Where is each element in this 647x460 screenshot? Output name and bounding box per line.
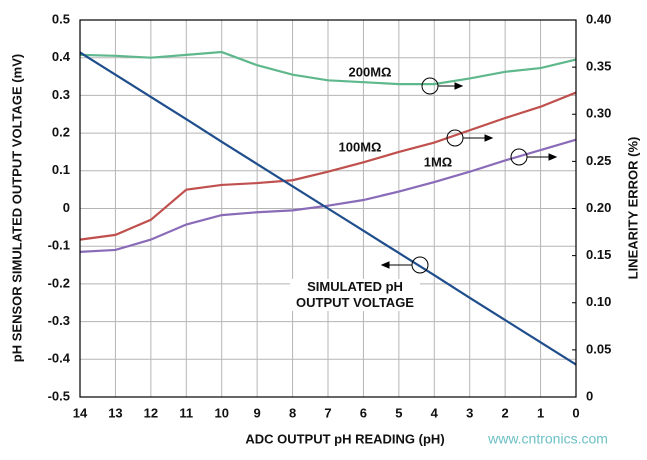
y-tick-label: 0.3 — [52, 87, 70, 102]
arrow-head — [548, 153, 558, 161]
y-tick-label: 0.4 — [52, 49, 71, 64]
x-tick-label: 1 — [537, 405, 544, 420]
callout-circle — [421, 77, 439, 95]
watermark: www.cntronics.com — [487, 431, 608, 447]
y2-tick-label: 0 — [586, 388, 593, 403]
y2-tick-label: 0.15 — [586, 247, 611, 262]
y2-tick-label: 0.25 — [586, 153, 611, 168]
y2-tick-label: 0.05 — [586, 341, 611, 356]
series-line — [79, 138, 577, 253]
series-line — [79, 50, 577, 86]
callouts — [380, 77, 558, 274]
series-label: SIMULATED pH OUTPUT VOLTAGE — [290, 279, 420, 311]
x-tick-label: 4 — [431, 405, 439, 420]
arrow-head — [484, 134, 494, 142]
arrow-head — [380, 261, 390, 269]
y2-tick-label: 0.20 — [586, 200, 611, 215]
series-label: 100MΩ — [339, 139, 382, 154]
y2-tick-label: 0.40 — [586, 11, 611, 26]
x-tick-label: 10 — [214, 405, 228, 420]
x-tick-label: 3 — [466, 405, 473, 420]
arrow-head — [454, 82, 464, 90]
y-tick-label: -0.4 — [48, 351, 71, 366]
series-line — [79, 91, 577, 241]
y-tick-label: 0 — [63, 200, 70, 215]
y-axis-title: pH SENSOR SIMULATED OUTPUT VOLTAGE (mV) — [9, 54, 24, 362]
series-line — [79, 51, 577, 366]
y-tick-label: -0.1 — [48, 238, 70, 253]
plot-frame — [79, 19, 577, 398]
y-tick-label: -0.5 — [48, 388, 70, 403]
x-tick-label: 8 — [289, 405, 296, 420]
x-tick-label: 0 — [572, 405, 579, 420]
series-label: 200MΩ — [349, 64, 392, 79]
y-tick-label: -0.3 — [48, 313, 70, 328]
x-axis-title: ADC OUTPUT pH READING (pH) — [245, 431, 444, 446]
x-tick-label: 5 — [395, 405, 402, 420]
lines — [79, 50, 577, 366]
x-tick-label: 7 — [324, 405, 331, 420]
y2-tick-label: 0.35 — [586, 59, 611, 74]
x-tick-label: 13 — [108, 405, 122, 420]
y-tick-label: 0.2 — [52, 125, 70, 140]
x-tick-label: 12 — [144, 405, 158, 420]
x-tick-label: 14 — [73, 405, 88, 420]
x-tick-label: 11 — [179, 405, 193, 420]
y-tick-label: 0.1 — [52, 162, 70, 177]
x-tick-label: 9 — [254, 405, 261, 420]
y2-tick-label: 0.30 — [586, 106, 611, 121]
y-tick-label: 0.5 — [52, 11, 70, 26]
y2-axis-title: LINEARITY ERROR (%) — [625, 137, 640, 280]
series-label: 1MΩ — [424, 154, 452, 169]
x-tick-label: 6 — [360, 405, 367, 420]
y2-tick-label: 0.10 — [586, 294, 611, 309]
y-tick-label: -0.2 — [48, 275, 70, 290]
x-tick-label: 2 — [502, 405, 509, 420]
